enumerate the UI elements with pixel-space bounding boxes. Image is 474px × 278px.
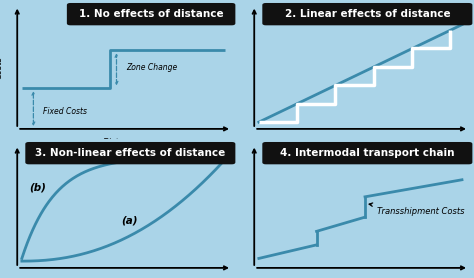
FancyBboxPatch shape (25, 142, 236, 164)
Text: Transshipment Costs: Transshipment Costs (369, 203, 464, 216)
FancyBboxPatch shape (67, 3, 236, 25)
Text: Costs: Costs (0, 56, 3, 80)
Text: Distance: Distance (103, 138, 139, 147)
Text: 1. No effects of distance: 1. No effects of distance (79, 9, 223, 19)
Text: (b): (b) (29, 183, 46, 193)
Text: 4. Intermodal transport chain: 4. Intermodal transport chain (280, 148, 455, 158)
Text: 3. Non-linear effects of distance: 3. Non-linear effects of distance (35, 148, 226, 158)
Text: Fixed Costs: Fixed Costs (43, 107, 87, 116)
Text: Zone Change: Zone Change (126, 63, 177, 73)
FancyBboxPatch shape (262, 3, 473, 25)
FancyBboxPatch shape (262, 142, 473, 164)
Text: 2. Linear effects of distance: 2. Linear effects of distance (284, 9, 450, 19)
Text: (a): (a) (121, 215, 137, 225)
